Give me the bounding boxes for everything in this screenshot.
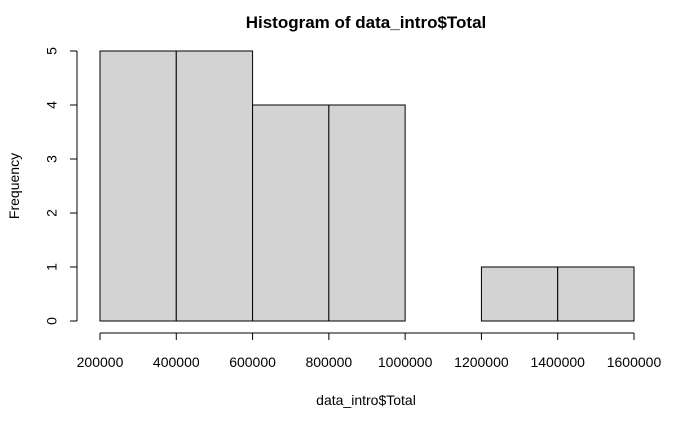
histogram-bar-5 [480,266,559,322]
x-axis-label: data_intro$Total [316,392,416,408]
x-axis: 200000 400000 600000 800000 1000000 1200000 14… [77,332,662,370]
x-tick-label-1: 400000 [153,354,200,370]
x-tick-label-0: 200000 [77,354,124,370]
x-tick-label-5: 1200000 [454,354,509,370]
y-axis-label: Frequency [6,153,22,219]
histogram-bar-0 [99,50,177,322]
y-tick-label-0: 0 [44,317,60,325]
y-tick-label-3: 3 [44,155,60,163]
y-tick-label-5: 5 [44,47,60,55]
histogram-bar-6 [557,266,635,322]
x-tick-label-6: 1400000 [530,354,585,370]
bars-layer [99,50,635,322]
histogram-bar-1 [175,50,254,322]
x-tick-label-4: 1000000 [378,354,433,370]
histogram-bar-3 [328,104,406,322]
y-tick-label-1: 1 [44,263,60,271]
x-tick-label-7: 1600000 [607,354,662,370]
x-tick-label-2: 600000 [229,354,276,370]
x-tick-label-3: 800000 [305,354,352,370]
y-tick-label-4: 4 [44,101,60,109]
histogram-bar-2 [252,104,330,322]
chart-title: Histogram of data_intro$Total [246,13,487,32]
y-axis: 0 1 2 3 4 5 [44,47,78,325]
y-tick-label-2: 2 [44,209,60,217]
